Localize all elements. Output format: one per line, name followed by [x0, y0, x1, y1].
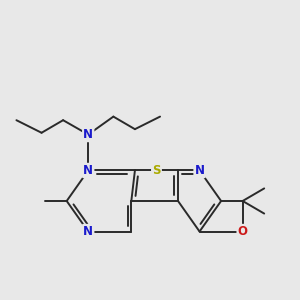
Text: N: N	[83, 225, 93, 238]
Text: N: N	[83, 164, 93, 177]
Text: O: O	[238, 225, 248, 238]
Text: S: S	[152, 164, 161, 177]
Text: N: N	[195, 164, 205, 177]
Text: N: N	[83, 128, 93, 141]
